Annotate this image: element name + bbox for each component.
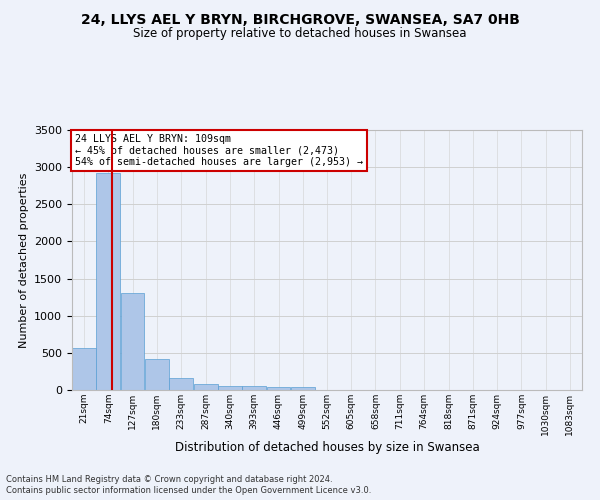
Y-axis label: Number of detached properties: Number of detached properties	[19, 172, 29, 348]
Bar	[169, 378, 193, 390]
Text: 24, LLYS AEL Y BRYN, BIRCHGROVE, SWANSEA, SA7 0HB: 24, LLYS AEL Y BRYN, BIRCHGROVE, SWANSEA…	[80, 12, 520, 26]
Text: Distribution of detached houses by size in Swansea: Distribution of detached houses by size …	[175, 441, 479, 454]
Bar	[194, 384, 218, 390]
Bar	[266, 386, 290, 390]
Text: Contains HM Land Registry data © Crown copyright and database right 2024.: Contains HM Land Registry data © Crown c…	[6, 475, 332, 484]
Bar	[72, 348, 96, 390]
Text: 24 LLYS AEL Y BRYN: 109sqm
← 45% of detached houses are smaller (2,473)
54% of s: 24 LLYS AEL Y BRYN: 109sqm ← 45% of deta…	[74, 134, 362, 167]
Bar	[218, 386, 242, 390]
Bar	[97, 173, 120, 390]
Bar	[121, 292, 145, 390]
Bar	[145, 359, 169, 390]
Text: Contains public sector information licensed under the Open Government Licence v3: Contains public sector information licen…	[6, 486, 371, 495]
Bar	[242, 386, 266, 390]
Bar	[291, 388, 314, 390]
Text: Size of property relative to detached houses in Swansea: Size of property relative to detached ho…	[133, 28, 467, 40]
